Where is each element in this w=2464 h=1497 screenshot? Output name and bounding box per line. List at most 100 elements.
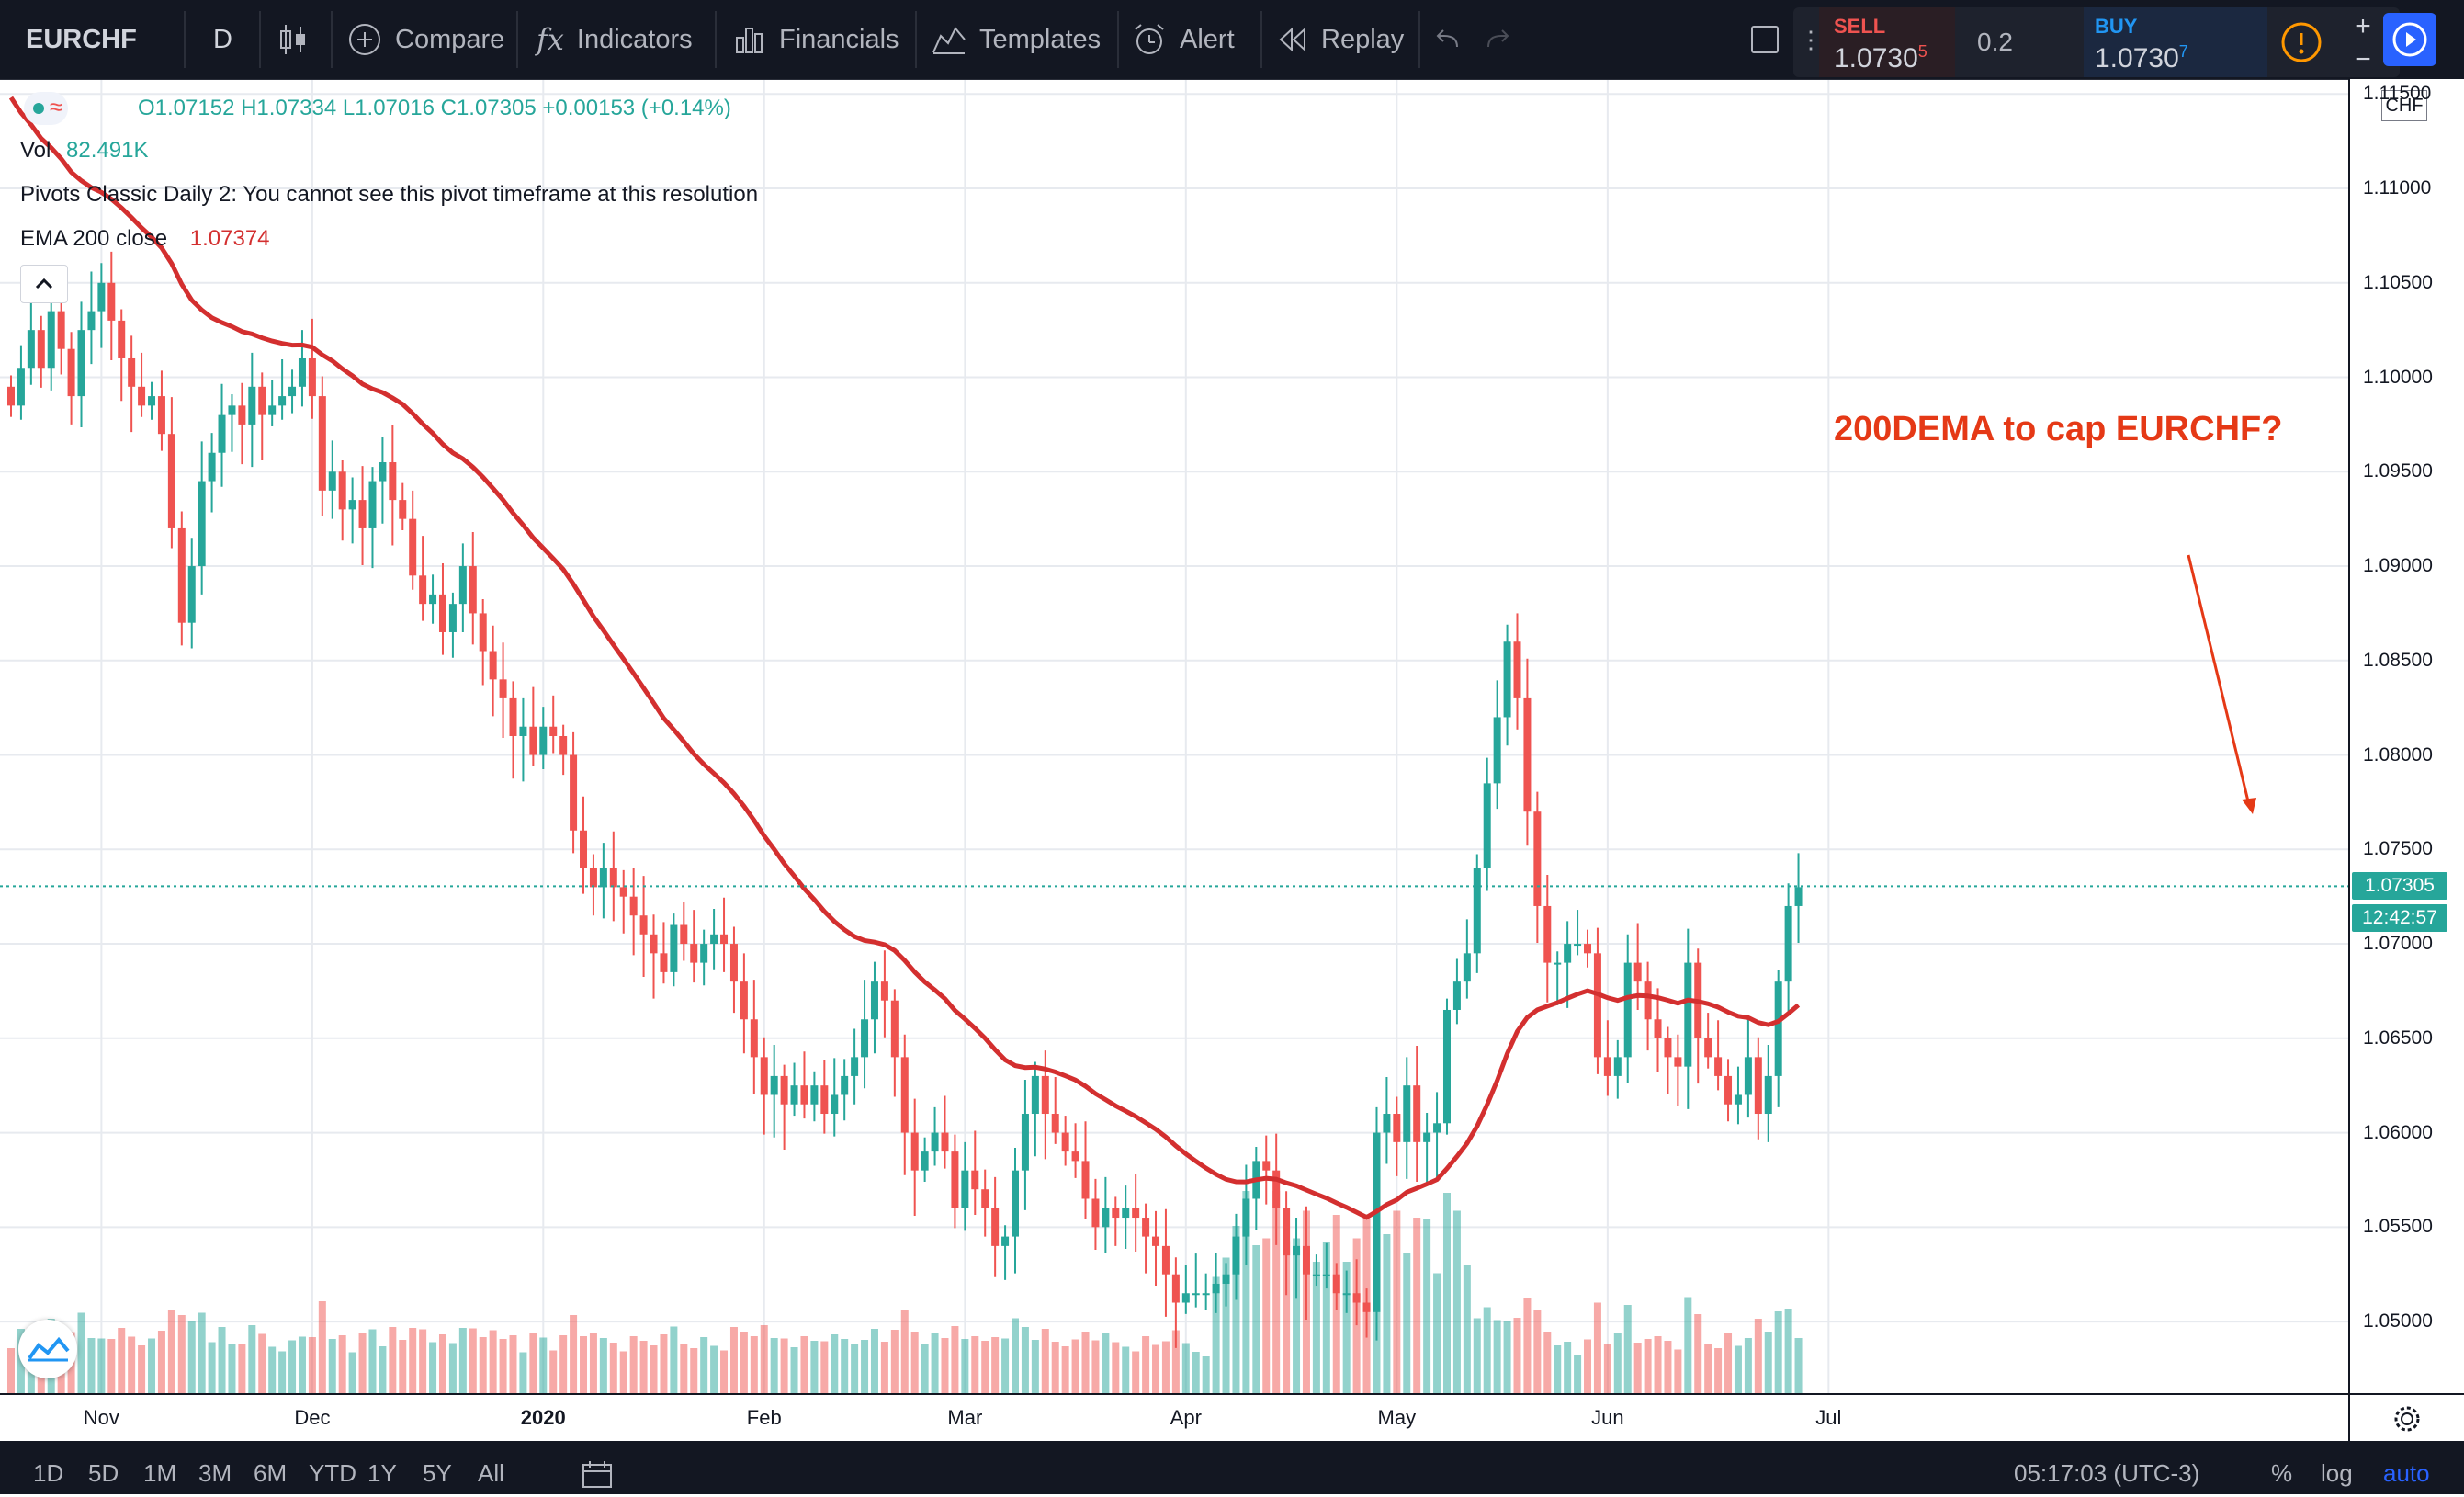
range-button-5y[interactable]: 5Y — [423, 1459, 452, 1487]
volume-bar — [760, 1325, 768, 1393]
range-button-1d[interactable]: 1D — [33, 1459, 64, 1487]
volume-bar — [1593, 1302, 1601, 1393]
undo-button[interactable] — [1433, 0, 1463, 79]
volume-bar — [479, 1337, 487, 1393]
candle-body — [831, 1094, 839, 1115]
annotation-arrow — [2187, 554, 2256, 814]
chart-type-button[interactable] — [277, 0, 309, 79]
candle-body — [770, 1075, 778, 1095]
percent-toggle[interactable]: % — [2271, 1459, 2293, 1487]
candle-body — [780, 1075, 788, 1105]
plus-circle-icon — [349, 24, 380, 55]
volume-bar — [469, 1328, 477, 1393]
volume-bar — [729, 1327, 738, 1393]
volume-bar — [1112, 1342, 1120, 1393]
candle-body — [971, 1170, 979, 1190]
settings-corner[interactable] — [2348, 1393, 2464, 1441]
volume-bar — [1533, 1310, 1542, 1393]
volume-bar — [740, 1332, 748, 1393]
range-button-ytd[interactable]: YTD — [309, 1459, 356, 1487]
volume-bar — [1754, 1319, 1762, 1393]
chart-area[interactable] — [0, 79, 2348, 1393]
candle-body — [1442, 1009, 1451, 1124]
collapse-legend-button[interactable] — [20, 265, 68, 303]
time-scale[interactable]: Nov Dec 2020 Feb Mar Apr May Jun Jul — [0, 1393, 2348, 1443]
volume-bar — [1312, 1262, 1320, 1393]
financials-button[interactable]: Financials — [733, 0, 899, 79]
info-icon — [2281, 22, 2322, 62]
series-status[interactable]: ≈ — [24, 92, 68, 125]
candle-body — [1452, 981, 1461, 1010]
candle-body — [1242, 1198, 1250, 1237]
candle-body — [308, 357, 316, 397]
volume-bar — [389, 1327, 397, 1393]
volume-bar — [148, 1338, 156, 1393]
volume-bar — [941, 1338, 949, 1393]
interval-button[interactable]: D — [213, 0, 232, 79]
layout-button[interactable] — [1749, 0, 1780, 79]
candle-body — [187, 566, 196, 623]
log-toggle[interactable]: log — [2321, 1459, 2353, 1487]
tradingview-logo-button[interactable] — [18, 1320, 77, 1378]
function-icon: fx — [537, 22, 564, 57]
range-button-5d[interactable]: 5D — [88, 1459, 119, 1487]
auto-toggle[interactable]: auto — [2383, 1459, 2430, 1487]
trading-panel: ⋮⋮ SELL 1.07305 0.2 BUY 1.07307 + − — [1793, 7, 2400, 77]
play-button[interactable] — [2383, 13, 2436, 66]
volume-bar — [1684, 1297, 1692, 1393]
candle-body — [489, 651, 497, 680]
volume-bar — [448, 1343, 457, 1393]
candle-body — [609, 868, 617, 888]
redo-button[interactable] — [1483, 0, 1512, 79]
candle-body — [429, 594, 437, 605]
volume-bar — [519, 1352, 527, 1393]
alert-label: Alert — [1180, 24, 1235, 54]
volume-bar — [750, 1336, 758, 1393]
candle-body — [1674, 1057, 1682, 1067]
candle-body — [1543, 905, 1552, 963]
indicators-button[interactable]: fx Indicators — [537, 0, 693, 79]
symbol-button[interactable]: EURCHF — [26, 0, 137, 79]
candle-body — [1403, 1085, 1411, 1142]
volume-bar — [238, 1344, 246, 1393]
chart-canvas[interactable] — [0, 79, 2348, 1393]
candle-body — [107, 282, 116, 321]
sell-button[interactable]: SELL 1.07305 — [1819, 7, 1955, 77]
range-button-6m[interactable]: 6M — [254, 1459, 288, 1487]
candle-body — [1593, 953, 1601, 1058]
candle-body — [57, 311, 65, 349]
info-button[interactable] — [2278, 17, 2324, 73]
volume-bar — [177, 1315, 186, 1393]
alert-button[interactable]: Alert — [1132, 0, 1235, 79]
candle-body — [1754, 1057, 1762, 1115]
volume-bar — [399, 1340, 407, 1393]
volume-bar — [1564, 1342, 1572, 1393]
date-range-button[interactable] — [581, 1459, 614, 1497]
chart-annotation: 200DEMA to cap EURCHF? — [1834, 410, 2283, 448]
range-button-all[interactable]: All — [478, 1459, 504, 1487]
volume-bar — [1543, 1332, 1552, 1393]
buy-button[interactable]: BUY 1.07307 — [2084, 7, 2267, 77]
volume-bar — [208, 1342, 216, 1393]
volume-bar — [1252, 1245, 1260, 1393]
volume-bar — [1012, 1318, 1019, 1393]
range-button-1m[interactable]: 1M — [143, 1459, 177, 1487]
candle-body — [1041, 1075, 1049, 1115]
zoom-in-button[interactable]: + — [2345, 11, 2381, 41]
replay-button[interactable]: Replay — [1277, 0, 1404, 79]
candle-body — [368, 481, 377, 528]
range-button-3m[interactable]: 3M — [198, 1459, 232, 1487]
volume-bar — [1091, 1340, 1100, 1393]
candle-body — [228, 405, 236, 415]
candle-body — [167, 434, 175, 528]
templates-button[interactable]: Templates — [932, 0, 1101, 79]
zoom-out-button[interactable]: − — [2345, 44, 2381, 74]
range-button-1y[interactable]: 1Y — [367, 1459, 397, 1487]
interval-label: D — [213, 24, 232, 54]
compare-button[interactable]: Compare — [347, 0, 504, 79]
square-icon — [1751, 26, 1779, 53]
volume-bar — [228, 1344, 236, 1393]
price-scale[interactable]: CHF 1.05000 1.05500 1.06000 1.06500 1.07000 1… — [2348, 79, 2464, 1393]
clock[interactable]: 05:17:03 (UTC-3) — [2014, 1459, 2200, 1487]
candle-body — [27, 330, 35, 369]
